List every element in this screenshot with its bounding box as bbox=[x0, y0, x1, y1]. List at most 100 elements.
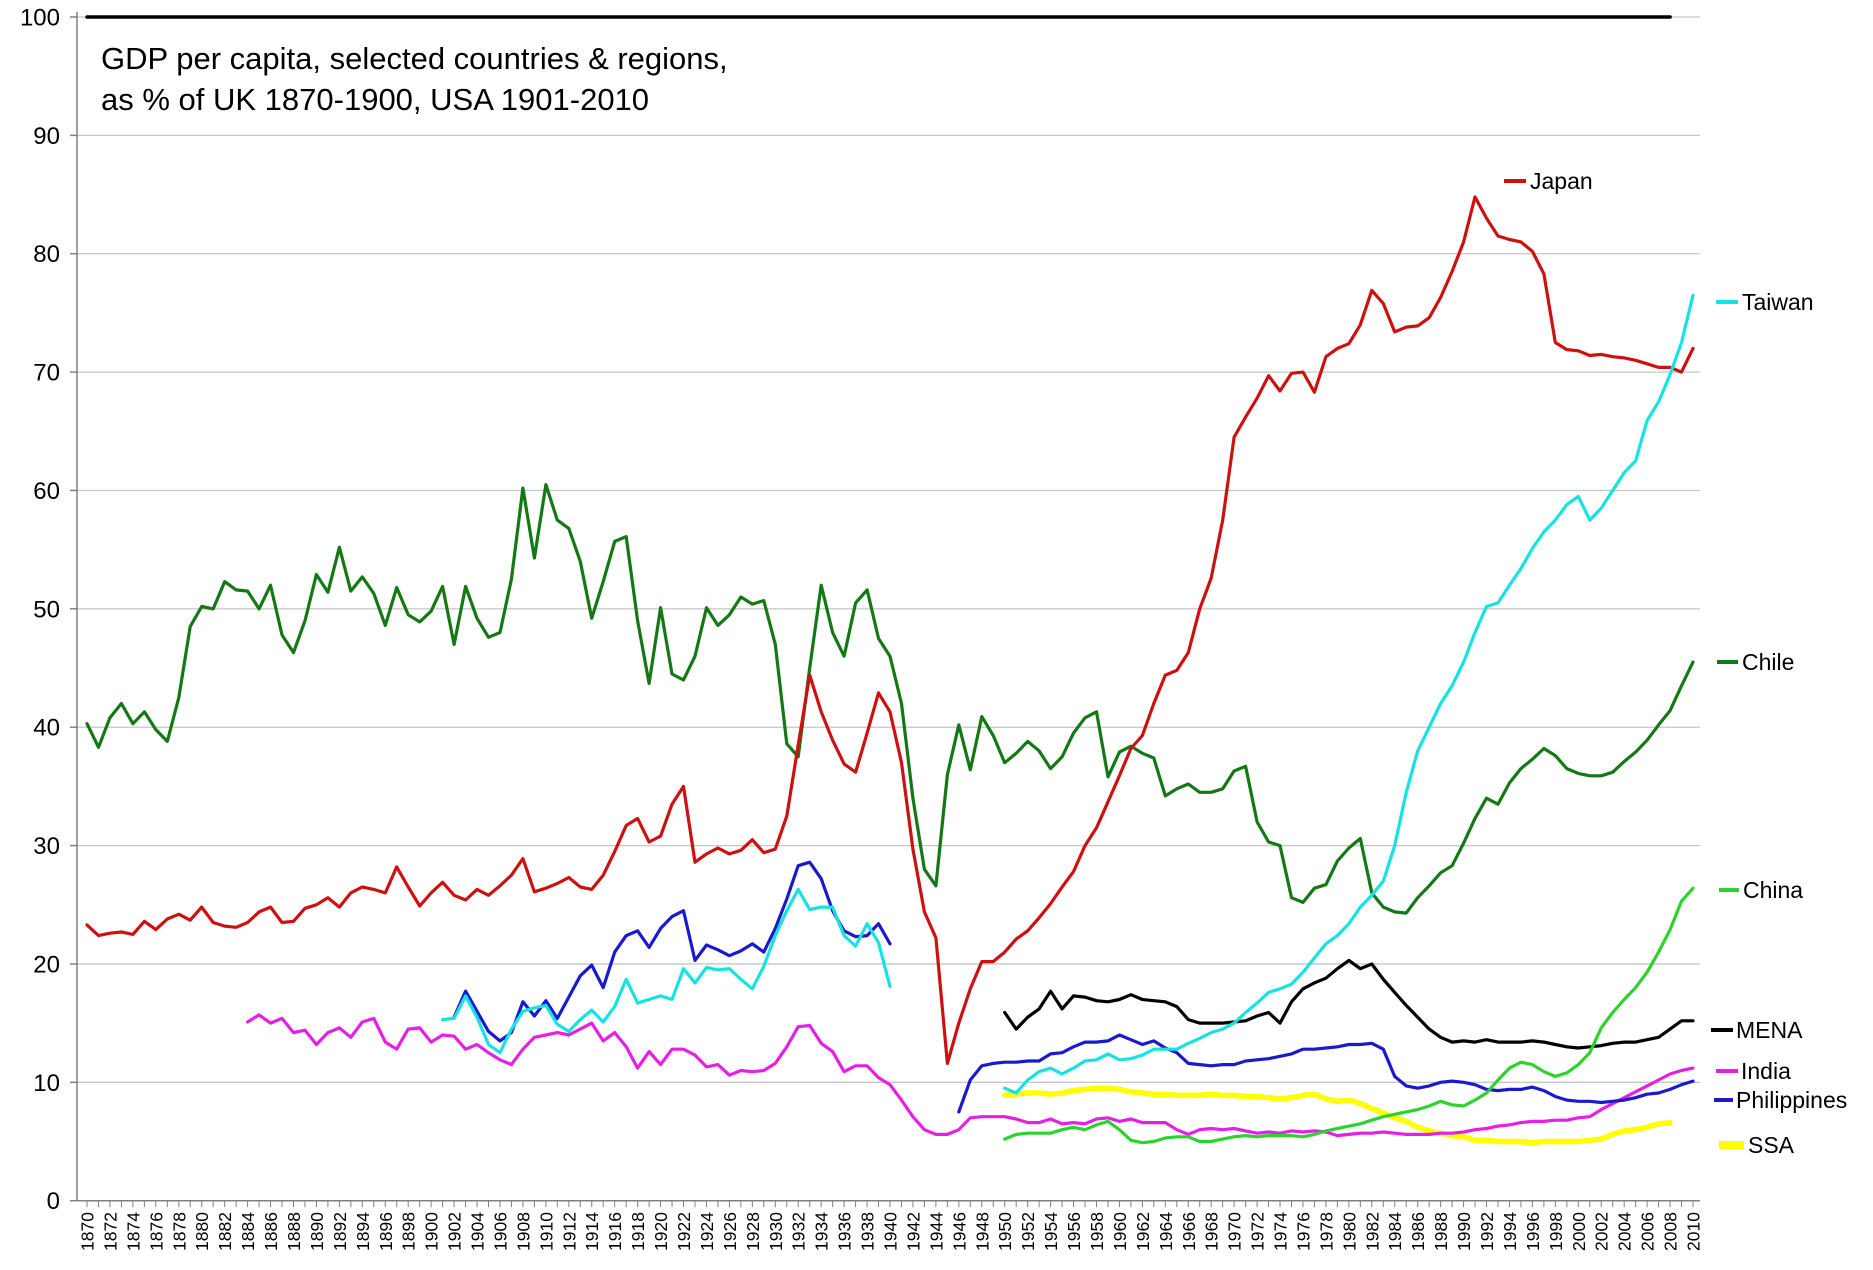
y-tick-label-10: 10 bbox=[33, 1070, 60, 1097]
x-tick-label-1898: 1898 bbox=[399, 1212, 419, 1251]
x-tick-label-1950: 1950 bbox=[995, 1212, 1015, 1251]
legend-label-china: China bbox=[1743, 877, 1803, 903]
legend-label-india: India bbox=[1741, 1058, 1791, 1084]
x-tick-label-1972: 1972 bbox=[1248, 1212, 1268, 1251]
x-tick-label-1962: 1962 bbox=[1133, 1212, 1153, 1251]
x-tick-label-1878: 1878 bbox=[169, 1212, 189, 1251]
x-tick-label-2004: 2004 bbox=[1615, 1212, 1635, 1251]
legend-label-taiwan: Taiwan bbox=[1742, 289, 1814, 315]
x-tick-label-1890: 1890 bbox=[307, 1212, 327, 1251]
x-tick-label-1902: 1902 bbox=[445, 1212, 465, 1251]
y-tick-label-40: 40 bbox=[33, 715, 60, 742]
y-tick-label-60: 60 bbox=[33, 478, 60, 505]
x-tick-label-1908: 1908 bbox=[513, 1212, 533, 1251]
x-tick-label-1882: 1882 bbox=[215, 1212, 235, 1251]
series-line-chile bbox=[85, 483, 1695, 915]
x-tick-label-1886: 1886 bbox=[261, 1212, 281, 1251]
x-tick-label-1952: 1952 bbox=[1018, 1212, 1038, 1251]
legend-label-ssa: SSA bbox=[1748, 1132, 1795, 1158]
x-tick-label-1996: 1996 bbox=[1523, 1212, 1543, 1251]
x-tick-label-1884: 1884 bbox=[238, 1212, 258, 1251]
x-tick-label-1960: 1960 bbox=[1110, 1212, 1130, 1251]
x-tick-label-1924: 1924 bbox=[697, 1212, 717, 1251]
series-line-taiwan bbox=[441, 887, 892, 1055]
x-tick-label-1976: 1976 bbox=[1293, 1212, 1313, 1251]
x-tick-label-1880: 1880 bbox=[192, 1212, 212, 1251]
x-tick-label-1948: 1948 bbox=[972, 1212, 992, 1251]
x-tick-label-1914: 1914 bbox=[582, 1212, 602, 1251]
x-tick-label-1944: 1944 bbox=[926, 1212, 946, 1251]
x-tick-label-1956: 1956 bbox=[1064, 1212, 1084, 1251]
series-line-china bbox=[1003, 886, 1695, 1145]
x-tick-label-1968: 1968 bbox=[1202, 1212, 1222, 1251]
x-tick-label-1910: 1910 bbox=[536, 1212, 556, 1251]
x-tick-label-1942: 1942 bbox=[903, 1212, 923, 1251]
x-tick-label-1984: 1984 bbox=[1385, 1212, 1405, 1251]
x-tick-label-1974: 1974 bbox=[1271, 1212, 1291, 1251]
x-tick-label-1872: 1872 bbox=[100, 1212, 120, 1251]
x-tick-label-1938: 1938 bbox=[858, 1212, 878, 1251]
x-tick-label-1990: 1990 bbox=[1454, 1212, 1474, 1251]
x-tick-label-1916: 1916 bbox=[605, 1212, 625, 1251]
x-tick-label-1946: 1946 bbox=[949, 1212, 969, 1251]
x-tick-label-1964: 1964 bbox=[1156, 1212, 1176, 1251]
x-tick-label-1926: 1926 bbox=[720, 1212, 740, 1251]
x-tick-label-1966: 1966 bbox=[1179, 1212, 1199, 1251]
series-line-india bbox=[246, 1013, 1695, 1138]
x-tick-label-1940: 1940 bbox=[881, 1212, 901, 1251]
x-tick-label-1888: 1888 bbox=[284, 1212, 304, 1251]
x-tick-label-1998: 1998 bbox=[1546, 1212, 1566, 1251]
x-tick-label-1994: 1994 bbox=[1500, 1212, 1520, 1251]
x-tick-label-1970: 1970 bbox=[1225, 1212, 1245, 1251]
x-tick-label-1980: 1980 bbox=[1339, 1212, 1359, 1251]
x-tick-label-1920: 1920 bbox=[651, 1212, 671, 1251]
x-tick-label-1982: 1982 bbox=[1362, 1212, 1382, 1251]
y-tick-label-30: 30 bbox=[33, 833, 60, 860]
x-tick-label-1928: 1928 bbox=[743, 1212, 763, 1251]
series-line-ssa bbox=[1001, 1085, 1673, 1146]
series-line-philippines bbox=[452, 860, 892, 1043]
legend-label-philippines: Philippines bbox=[1736, 1087, 1847, 1113]
x-tick-label-1930: 1930 bbox=[766, 1212, 786, 1251]
y-tick-label-0: 0 bbox=[47, 1188, 60, 1215]
x-tick-label-1896: 1896 bbox=[376, 1212, 396, 1251]
series-line-japan bbox=[85, 195, 1695, 1066]
x-tick-label-1874: 1874 bbox=[123, 1212, 143, 1251]
x-tick-label-1934: 1934 bbox=[812, 1212, 832, 1251]
y-tick-label-80: 80 bbox=[33, 241, 60, 268]
x-tick-label-1912: 1912 bbox=[559, 1212, 579, 1251]
legend-label-mena: MENA bbox=[1736, 1017, 1803, 1043]
x-tick-label-1904: 1904 bbox=[468, 1212, 488, 1251]
chart-title-line-1: GDP per capita, selected countries & reg… bbox=[101, 41, 728, 76]
x-tick-label-1906: 1906 bbox=[490, 1212, 510, 1251]
series-line-philippines-part2 bbox=[957, 1033, 1695, 1114]
y-tick-label-50: 50 bbox=[33, 596, 60, 623]
x-tick-label-2000: 2000 bbox=[1569, 1212, 1589, 1251]
x-tick-label-1988: 1988 bbox=[1431, 1212, 1451, 1251]
x-tick-label-1922: 1922 bbox=[674, 1212, 694, 1251]
x-tick-label-1954: 1954 bbox=[1041, 1212, 1061, 1251]
x-tick-label-1892: 1892 bbox=[330, 1212, 350, 1251]
y-tick-label-70: 70 bbox=[33, 360, 60, 387]
x-tick-label-1958: 1958 bbox=[1087, 1212, 1107, 1251]
y-tick-label-90: 90 bbox=[33, 123, 60, 150]
y-tick-label-100: 100 bbox=[20, 5, 60, 32]
legend-label-japan: Japan bbox=[1530, 168, 1593, 194]
x-tick-label-1932: 1932 bbox=[789, 1212, 809, 1251]
x-tick-label-1918: 1918 bbox=[628, 1212, 648, 1251]
legend-label-chile: Chile bbox=[1742, 649, 1794, 675]
x-tick-label-1992: 1992 bbox=[1477, 1212, 1497, 1251]
x-tick-label-1936: 1936 bbox=[835, 1212, 855, 1251]
x-tick-label-1876: 1876 bbox=[146, 1212, 166, 1251]
y-tick-label-20: 20 bbox=[33, 951, 60, 978]
series-line-taiwan-part2 bbox=[1003, 293, 1695, 1095]
x-tick-label-1900: 1900 bbox=[422, 1212, 442, 1251]
chart-title-line-2: as % of UK 1870-1900, USA 1901-2010 bbox=[101, 82, 650, 117]
x-tick-label-1978: 1978 bbox=[1316, 1212, 1336, 1251]
series-line-mena bbox=[1003, 958, 1695, 1050]
x-tick-label-1986: 1986 bbox=[1408, 1212, 1428, 1251]
x-tick-label-1870: 1870 bbox=[78, 1212, 98, 1251]
x-tick-label-2008: 2008 bbox=[1661, 1212, 1681, 1251]
